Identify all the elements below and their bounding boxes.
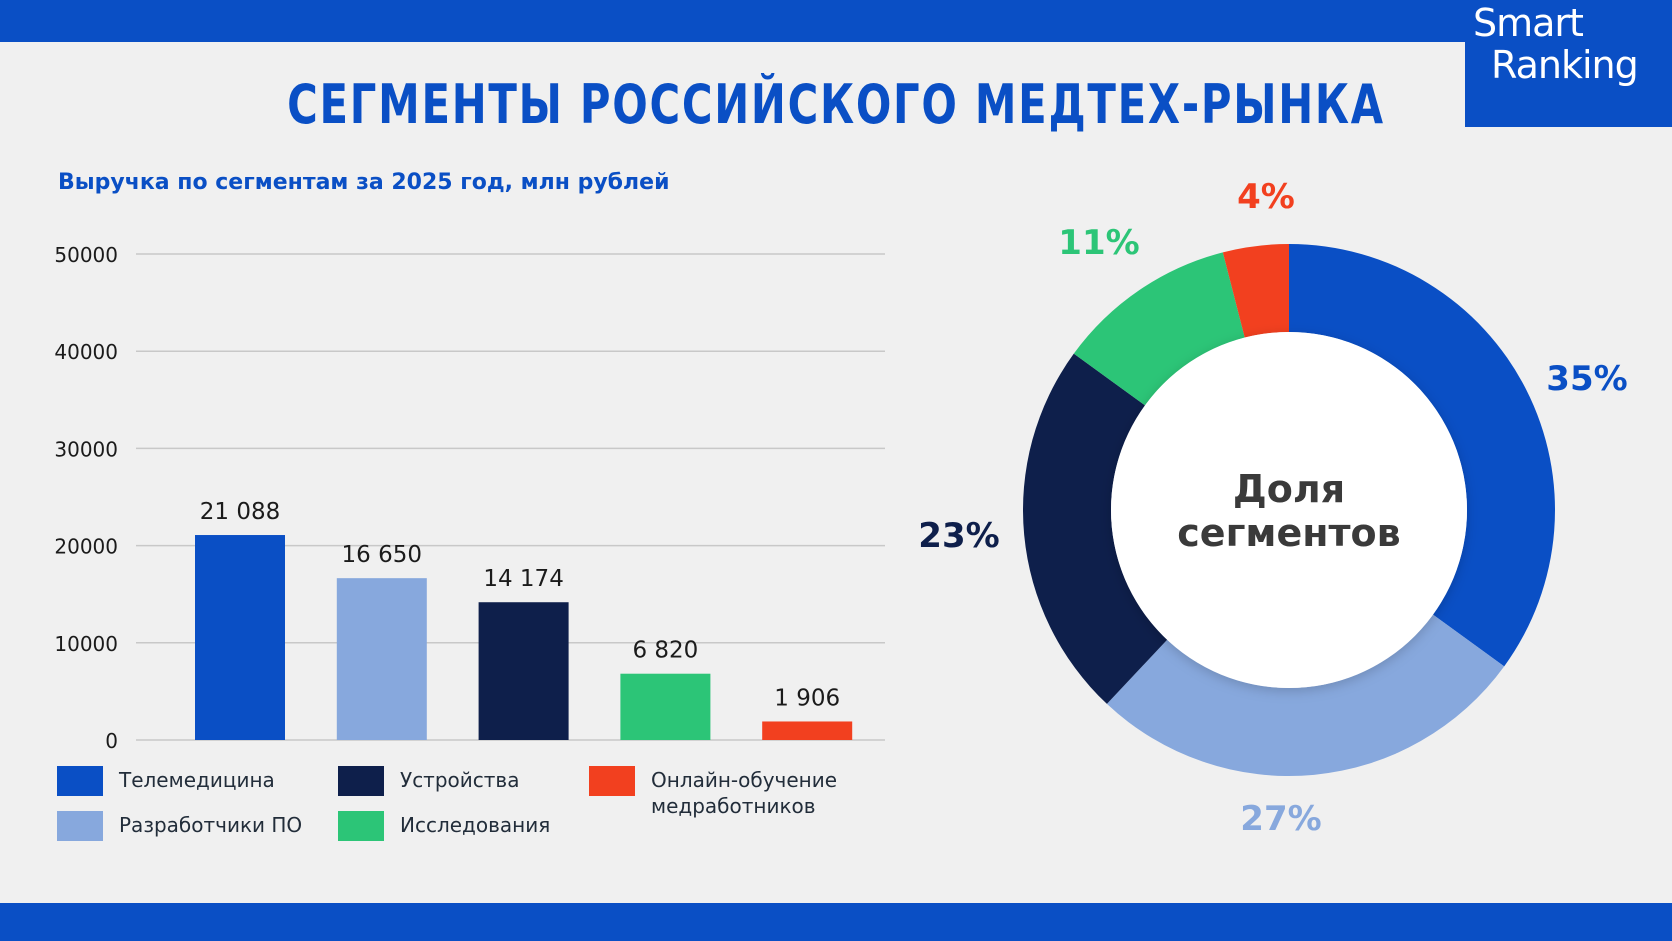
legend-label: Устройства bbox=[400, 768, 520, 792]
smart-ranking-logo: Smart Ranking bbox=[1465, 0, 1672, 127]
donut-slice-1 bbox=[1289, 244, 1555, 667]
legend-swatch bbox=[57, 766, 103, 796]
bar-1 bbox=[195, 535, 285, 740]
top-band bbox=[0, 0, 1672, 42]
donut-center-disc bbox=[1111, 332, 1467, 688]
donut-slice-3 bbox=[1023, 353, 1168, 704]
legend-swatch bbox=[57, 811, 103, 841]
bar-value-label: 14 174 bbox=[483, 566, 563, 592]
bar-chart: 0 10000 20000 30000 40000 50000 21 088 16 650 14… bbox=[54, 243, 885, 753]
legend-label: Исследования bbox=[400, 813, 551, 837]
donut-percent-label: 23% bbox=[918, 516, 999, 556]
legend-swatch bbox=[338, 811, 384, 841]
y-tick-label: 40000 bbox=[54, 340, 118, 364]
donut-slice-2 bbox=[1106, 614, 1505, 776]
y-tick-label: 0 bbox=[105, 729, 118, 753]
legend-label: Разработчики ПО bbox=[119, 813, 303, 837]
bottom-band bbox=[0, 903, 1672, 941]
donut-percent-label: 35% bbox=[1546, 359, 1627, 399]
donut-center-label-line1: Доля bbox=[1233, 467, 1345, 511]
donut-center-label-line2: сегментов bbox=[1177, 511, 1400, 555]
y-tick-label: 30000 bbox=[54, 437, 118, 461]
bar-value-label: 6 820 bbox=[632, 638, 698, 664]
legend-label: Телемедицина bbox=[119, 768, 275, 792]
legend-swatch bbox=[338, 766, 384, 796]
logo-text-line1: Smart bbox=[1473, 1, 1584, 45]
logo-text-line2: Ranking bbox=[1491, 43, 1639, 87]
donut-percent-label: 27% bbox=[1240, 799, 1321, 839]
y-tick-label: 10000 bbox=[54, 632, 118, 656]
donut-percent-label: 4% bbox=[1237, 177, 1295, 217]
bar-4 bbox=[620, 673, 711, 740]
bar-value-label: 1 906 bbox=[774, 685, 840, 711]
y-tick-label: 20000 bbox=[54, 535, 118, 559]
donut-percent-label: 11% bbox=[1058, 223, 1139, 263]
bar-2 bbox=[336, 578, 427, 740]
bar-value-label: 16 650 bbox=[342, 542, 422, 568]
bar-3 bbox=[478, 602, 569, 740]
donut-slice-4 bbox=[1073, 252, 1245, 406]
bar-value-label: 21 088 bbox=[200, 499, 280, 525]
legend-label: Онлайн-обучение медработников bbox=[651, 768, 838, 818]
chart-subtitle: Выручка по сегментам за 2025 год, млн ру… bbox=[58, 170, 670, 195]
bar-5 bbox=[762, 721, 853, 740]
page-title: СЕГМЕНТЫ РОССИЙСКОГО МЕДТЕХ-РЫНКА bbox=[287, 73, 1385, 136]
y-tick-label: 50000 bbox=[54, 243, 118, 267]
legend-swatch bbox=[589, 766, 635, 796]
donut-slice-5 bbox=[1222, 244, 1289, 338]
